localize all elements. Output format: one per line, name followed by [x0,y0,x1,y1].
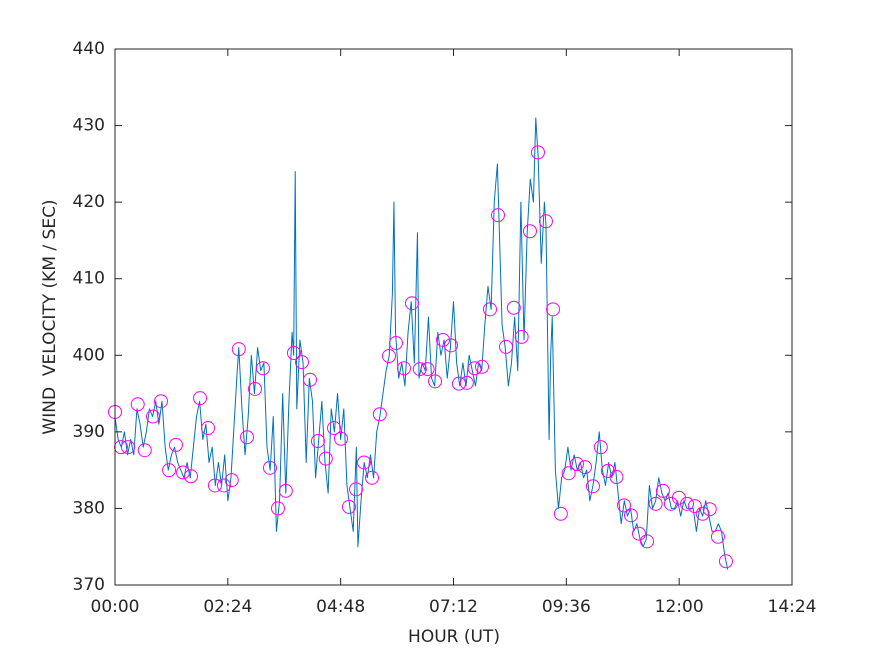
data-point [256,361,271,376]
data-point [318,451,333,466]
data-point [475,359,490,374]
y-tick-label: 410 [73,269,105,289]
data-point [546,302,561,317]
plot-area [108,117,733,570]
data-point [193,391,208,406]
data-point [168,437,183,452]
x-tick-label: 04:48 [316,597,365,617]
data-point [240,430,255,445]
data-point [623,508,638,523]
data-point [436,332,451,347]
data-point [420,362,435,377]
data-point [538,214,553,229]
data-point [467,361,482,376]
data-point [270,501,285,516]
data-point [201,421,216,436]
data-point [248,381,263,396]
data-point [341,499,356,514]
data-point [718,554,733,569]
data-point [365,470,380,485]
data-point [593,440,608,455]
data-point [428,374,443,389]
data-point [388,336,403,351]
data-point [514,329,529,344]
data-point [710,529,725,544]
data-point [655,483,670,498]
y-tick-label: 430 [73,116,105,136]
data-point [278,483,293,498]
x-tick-label: 09:36 [542,597,591,617]
y-tick-label: 370 [73,575,105,595]
data-point [396,361,411,376]
x-tick-label: 12:00 [655,597,704,617]
data-point [609,470,624,485]
data-point [483,302,498,317]
data-point [702,502,717,517]
data-point [137,443,152,458]
data-point [294,355,309,370]
data-point [130,397,145,412]
y-tick-label: 420 [73,192,105,212]
data-point [553,506,568,521]
y-tick-label: 440 [73,39,105,59]
data-point [224,473,239,488]
data-point [491,208,506,223]
data-point [327,421,342,436]
data-line [114,117,729,570]
x-tick-label: 14:24 [768,597,817,617]
data-point [286,345,301,360]
data-point [648,496,663,511]
data-point [231,342,246,357]
y-tick-label: 380 [73,498,105,518]
data-point [631,526,646,541]
data-point [262,460,277,475]
data-point [349,482,364,497]
data-point [577,460,592,475]
data-point [451,376,466,391]
data-point [569,457,584,472]
y-tick-label: 400 [73,345,105,365]
data-point [443,338,458,353]
data-point [357,455,372,470]
data-point [695,506,710,521]
data-point [162,463,177,478]
data-point [522,224,537,239]
data-point [153,394,168,409]
data-point [176,465,191,480]
y-tick-label: 390 [73,422,105,442]
x-tick-label: 02:24 [203,597,252,617]
data-point [412,362,427,377]
data-point [207,478,222,493]
x-tick-label: 00:00 [91,597,140,617]
data-point [382,349,397,364]
data-point [530,145,545,160]
x-axis-label: HOUR (UT) [408,627,500,647]
data-point [184,469,199,484]
data-point [459,375,474,390]
data-point [506,300,521,315]
data-point [498,339,513,354]
data-point [561,466,576,481]
data-point [333,431,348,446]
data-point [303,372,318,387]
data-point [680,496,695,511]
data-point [146,409,161,424]
x-tick-label: 07:12 [429,597,478,617]
data-point [640,534,655,549]
data-point [687,499,702,514]
data-point [310,434,325,449]
data-point [216,478,231,493]
data-point [121,440,136,455]
y-axis-label: WIND VELOCITY (KM / SEC) [40,199,60,434]
data-point [617,498,632,513]
data-point [372,407,387,422]
data-point [404,296,419,311]
data-point [585,479,600,494]
